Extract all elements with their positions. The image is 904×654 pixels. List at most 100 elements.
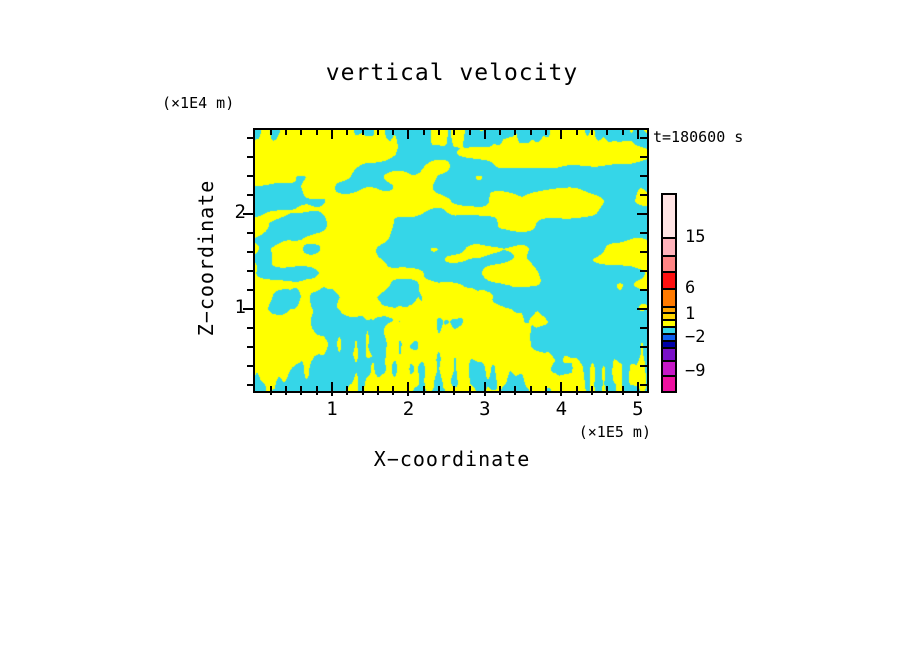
colorbar-segment [663, 340, 675, 347]
x-tick-label: 4 [555, 398, 568, 420]
z-minor-tick-right [640, 175, 647, 177]
z-major-tick-right [637, 213, 647, 215]
x-tick-label: 2 [402, 398, 415, 420]
x-minor-tick-top [300, 130, 303, 135]
x-minor-tick-bottom [376, 386, 379, 395]
x-minor-tick-top [606, 130, 609, 135]
x-axis-units-label: (×1E5 m) [578, 423, 651, 441]
x-minor-tick-top [438, 130, 441, 135]
z-minor-tick-right [640, 251, 647, 253]
x-major-tick-top [483, 130, 486, 139]
x-axis-label: X−coordinate [373, 447, 531, 471]
x-minor-tick-top [285, 130, 288, 135]
colorbar-segment [663, 326, 675, 333]
x-minor-tick-top [453, 130, 456, 135]
z-minor-tick-left [247, 327, 255, 329]
velocity-field-heatmap [255, 130, 647, 391]
z-minor-tick-left [247, 346, 255, 348]
colorbar-segment [663, 288, 675, 306]
x-minor-tick-bottom [346, 386, 349, 395]
colorbar-segment [663, 347, 675, 360]
colorbar-segment [663, 255, 675, 271]
x-minor-tick-top [346, 130, 349, 135]
z-minor-tick-left [247, 270, 255, 272]
x-minor-tick-bottom [285, 386, 288, 395]
x-minor-tick-top [315, 130, 318, 135]
colorbar-segment [663, 333, 675, 340]
x-minor-tick-top [529, 130, 532, 135]
x-minor-tick-bottom [468, 386, 471, 395]
x-minor-tick-top [545, 130, 548, 135]
x-minor-tick-bottom [269, 386, 272, 395]
z-minor-tick-right [640, 289, 647, 291]
x-major-tick-bottom [636, 382, 639, 396]
z-minor-tick-left [247, 251, 255, 253]
colorbar-segment [663, 312, 675, 319]
x-minor-tick-bottom [453, 386, 456, 395]
x-major-tick-bottom [483, 382, 486, 396]
x-major-tick-top [560, 130, 563, 139]
z-major-tick-left [243, 308, 255, 310]
colorbar-segment [663, 306, 675, 312]
x-minor-tick-bottom [392, 386, 395, 395]
x-minor-tick-bottom [514, 386, 517, 395]
colorbar-tick-label: 15 [685, 227, 706, 247]
z-minor-tick-right [640, 194, 647, 196]
x-minor-tick-bottom [575, 386, 578, 395]
x-tick-label: 5 [632, 398, 644, 420]
x-minor-tick-top [590, 130, 593, 135]
z-minor-tick-right [640, 327, 647, 329]
colorbar-segment [663, 271, 675, 288]
z-minor-tick-left [247, 365, 255, 367]
x-minor-tick-bottom [499, 386, 502, 395]
x-major-tick-top [407, 130, 410, 139]
x-minor-tick-bottom [300, 386, 303, 395]
z-minor-tick-left [247, 175, 255, 177]
x-minor-tick-bottom [606, 386, 609, 395]
plot-title: vertical velocity [325, 60, 579, 86]
x-minor-tick-top [621, 130, 624, 135]
z-major-tick-left [243, 213, 255, 215]
x-minor-tick-bottom [438, 386, 441, 395]
timestamp-annotation: t=180600 s [653, 128, 744, 146]
x-major-tick-top [331, 130, 334, 139]
x-minor-tick-bottom [590, 386, 593, 395]
z-minor-tick-left [247, 289, 255, 291]
z-minor-tick-right [640, 137, 647, 139]
x-minor-tick-top [468, 130, 471, 135]
colorbar-tick-label: −9 [685, 361, 706, 381]
x-minor-tick-bottom [545, 386, 548, 395]
z-minor-tick-left [247, 232, 255, 234]
colorbar [661, 193, 677, 393]
x-minor-tick-bottom [361, 386, 364, 395]
plot-frame [253, 128, 649, 393]
x-major-tick-top [636, 130, 639, 139]
colorbar-segment [663, 195, 675, 237]
z-axis-label: Z−coordinate [194, 179, 218, 337]
colorbar-segment [663, 319, 675, 326]
x-tick-label: 3 [479, 398, 491, 420]
z-minor-tick-right [640, 346, 647, 348]
x-minor-tick-bottom [315, 386, 318, 395]
x-minor-tick-bottom [422, 386, 425, 395]
z-minor-tick-right [640, 365, 647, 367]
x-minor-tick-top [499, 130, 502, 135]
z-axis-units-label: (×1E4 m) [162, 94, 235, 112]
colorbar-tick-label: 6 [685, 278, 696, 298]
colorbar-tick-label: −2 [685, 327, 706, 347]
z-minor-tick-left [247, 137, 255, 139]
z-minor-tick-right [640, 270, 647, 272]
z-minor-tick-right [640, 156, 647, 158]
colorbar-segment [663, 360, 675, 375]
z-major-tick-right [637, 308, 647, 310]
x-minor-tick-top [392, 130, 395, 135]
x-minor-tick-top [514, 130, 517, 135]
colorbar-segment [663, 375, 675, 391]
z-minor-tick-left [247, 194, 255, 196]
z-minor-tick-right [640, 232, 647, 234]
x-minor-tick-top [575, 130, 578, 135]
z-minor-tick-left [247, 384, 255, 386]
x-minor-tick-top [269, 130, 272, 135]
z-minor-tick-right [640, 384, 647, 386]
z-tick-label: 1 [234, 296, 246, 318]
